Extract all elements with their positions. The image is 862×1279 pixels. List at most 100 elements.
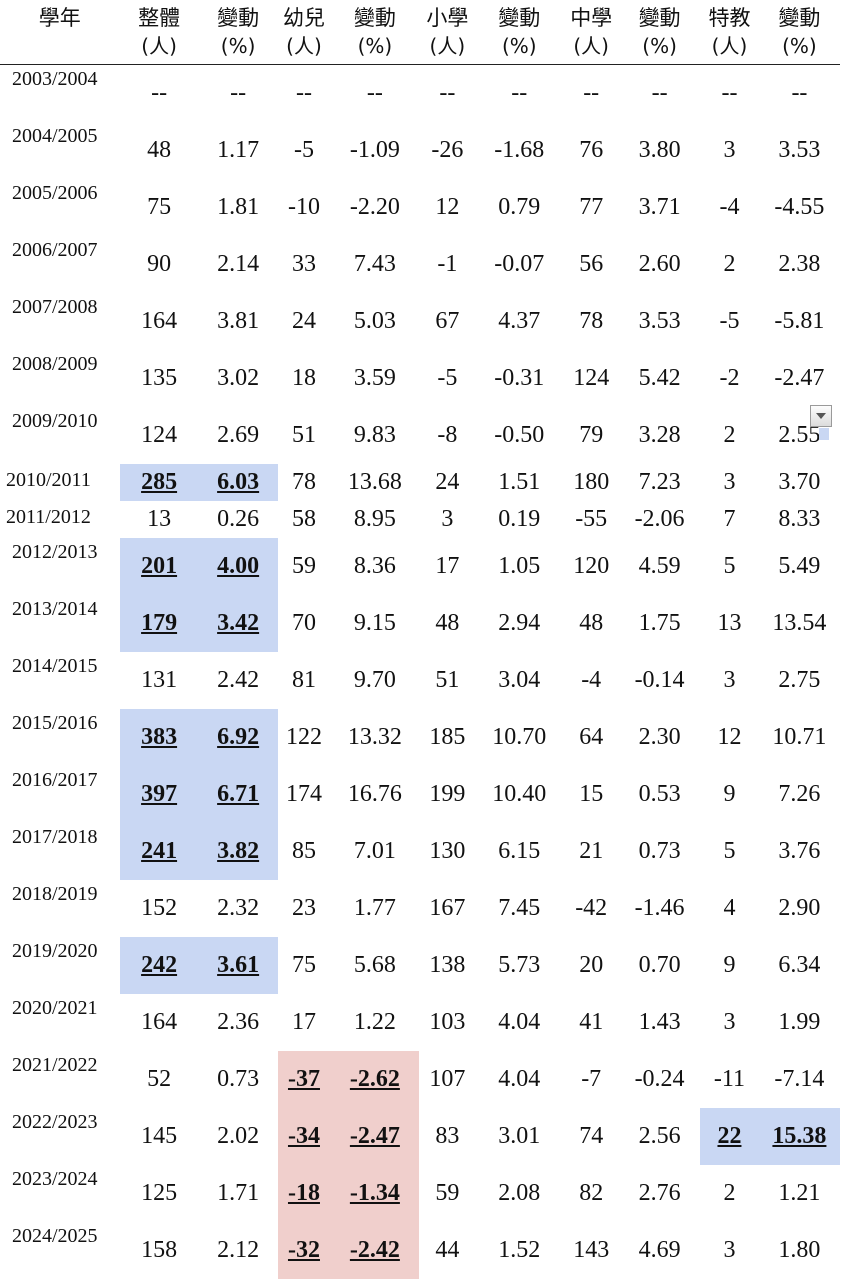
header-total: 整體(人) — [120, 0, 199, 65]
cell-value: 6.15 — [475, 823, 563, 880]
cell-value: 179 — [120, 595, 199, 652]
cell-value: -- — [759, 65, 840, 123]
cell-value: 24 — [419, 464, 475, 501]
cell-value: 2.32 — [199, 880, 278, 937]
cell-value: 5.03 — [330, 293, 419, 350]
cell-value: 2.75 — [759, 652, 840, 709]
cell-value: 3.82 — [199, 823, 278, 880]
cell-value: 18 — [278, 350, 331, 407]
cell-value: -4 — [700, 179, 759, 236]
cell-value: -5 — [419, 350, 475, 407]
cell-value: 1.99 — [759, 994, 840, 1051]
teacher-change-table: 學年 整體(人) 變動(%) 幼兒(人) 變動(%) 小學(人) 變動(%) 中… — [0, 0, 840, 1279]
cell-value: 1.52 — [475, 1222, 563, 1279]
cell-value: 24 — [278, 293, 331, 350]
cell-value: 2 — [700, 236, 759, 293]
cell-year: 2008/2009 — [0, 350, 120, 407]
cell-value: 3 — [700, 122, 759, 179]
cell-value: 7.26 — [759, 766, 840, 823]
cell-year: 2007/2008 — [0, 293, 120, 350]
cell-value: -- — [419, 65, 475, 123]
cell-year: 2005/2006 — [0, 179, 120, 236]
highlighted-value: 6.92 — [217, 724, 259, 750]
cell-value: 2.30 — [619, 709, 700, 766]
cell-value: 2.12 — [199, 1222, 278, 1279]
cell-value: 58 — [278, 501, 331, 538]
cell-value: 75 — [278, 937, 331, 994]
cell-value: -- — [619, 65, 700, 123]
cell-value: 8.33 — [759, 501, 840, 538]
cell-value: 3.70 — [759, 464, 840, 501]
cell-value: 0.53 — [619, 766, 700, 823]
cell-value: 16.76 — [330, 766, 419, 823]
cell-value: 2 — [700, 1165, 759, 1222]
cell-value: 6.34 — [759, 937, 840, 994]
cell-value: 2.38 — [759, 236, 840, 293]
cell-value: 85 — [278, 823, 331, 880]
cell-value: 125 — [120, 1165, 199, 1222]
cell-value: 17 — [278, 994, 331, 1051]
cell-value: -18 — [278, 1165, 331, 1222]
cell-year: 2024/2025 — [0, 1222, 120, 1279]
cell-value: 12 — [419, 179, 475, 236]
cell-value: 6.71 — [199, 766, 278, 823]
cell-value: 4.04 — [475, 1051, 563, 1108]
cell-value: 5.42 — [619, 350, 700, 407]
cell-value: 2.69 — [199, 407, 278, 464]
cell-value: -2.06 — [619, 501, 700, 538]
highlighted-value: -2.47 — [350, 1123, 400, 1149]
cell-value: 285 — [120, 464, 199, 501]
cell-value: 77 — [563, 179, 619, 236]
cell-value: 164 — [120, 994, 199, 1051]
cell-value: 59 — [419, 1165, 475, 1222]
cell-year: 2010/2011 — [0, 464, 120, 501]
highlighted-value: 285 — [141, 469, 177, 495]
cell-value: 0.79 — [475, 179, 563, 236]
cell-value: 81 — [278, 652, 331, 709]
cell-value: 90 — [120, 236, 199, 293]
cell-value: 174 — [278, 766, 331, 823]
header-year: 學年 — [0, 0, 120, 65]
cell-value: 21 — [563, 823, 619, 880]
cell-value: 2 — [700, 407, 759, 464]
cell-value: 51 — [419, 652, 475, 709]
dropdown-filter-icon[interactable] — [810, 405, 832, 427]
cell-value: 2.42 — [199, 652, 278, 709]
cell-value: 124 — [120, 407, 199, 464]
cell-value: -0.14 — [619, 652, 700, 709]
cell-value: 158 — [120, 1222, 199, 1279]
cell-value: 22 — [700, 1108, 759, 1165]
cell-value: 0.73 — [619, 823, 700, 880]
cell-value: 7.45 — [475, 880, 563, 937]
cell-value: 48 — [563, 595, 619, 652]
cell-value: -2.20 — [330, 179, 419, 236]
cell-value: 8.36 — [330, 538, 419, 595]
cell-value: 3.04 — [475, 652, 563, 709]
cell-value: 4.59 — [619, 538, 700, 595]
cell-value: 75 — [120, 179, 199, 236]
cell-value: 1.80 — [759, 1222, 840, 1279]
cell-value: 13.68 — [330, 464, 419, 501]
header-primary-pct: 變動(%) — [475, 0, 563, 65]
highlighted-value: 397 — [141, 781, 177, 807]
cell-value: 2.94 — [475, 595, 563, 652]
cell-value: 10.40 — [475, 766, 563, 823]
header-kinder: 幼兒(人) — [278, 0, 331, 65]
cell-value: -1.09 — [330, 122, 419, 179]
cell-value: -0.24 — [619, 1051, 700, 1108]
cell-value: 131 — [120, 652, 199, 709]
cell-value: -32 — [278, 1222, 331, 1279]
cell-value: 120 — [563, 538, 619, 595]
cell-value: 0.19 — [475, 501, 563, 538]
cell-value: 15.38 — [759, 1108, 840, 1165]
cell-value: -- — [475, 65, 563, 123]
cell-value: 3.42 — [199, 595, 278, 652]
cell-value: 397 — [120, 766, 199, 823]
cell-value: -37 — [278, 1051, 331, 1108]
